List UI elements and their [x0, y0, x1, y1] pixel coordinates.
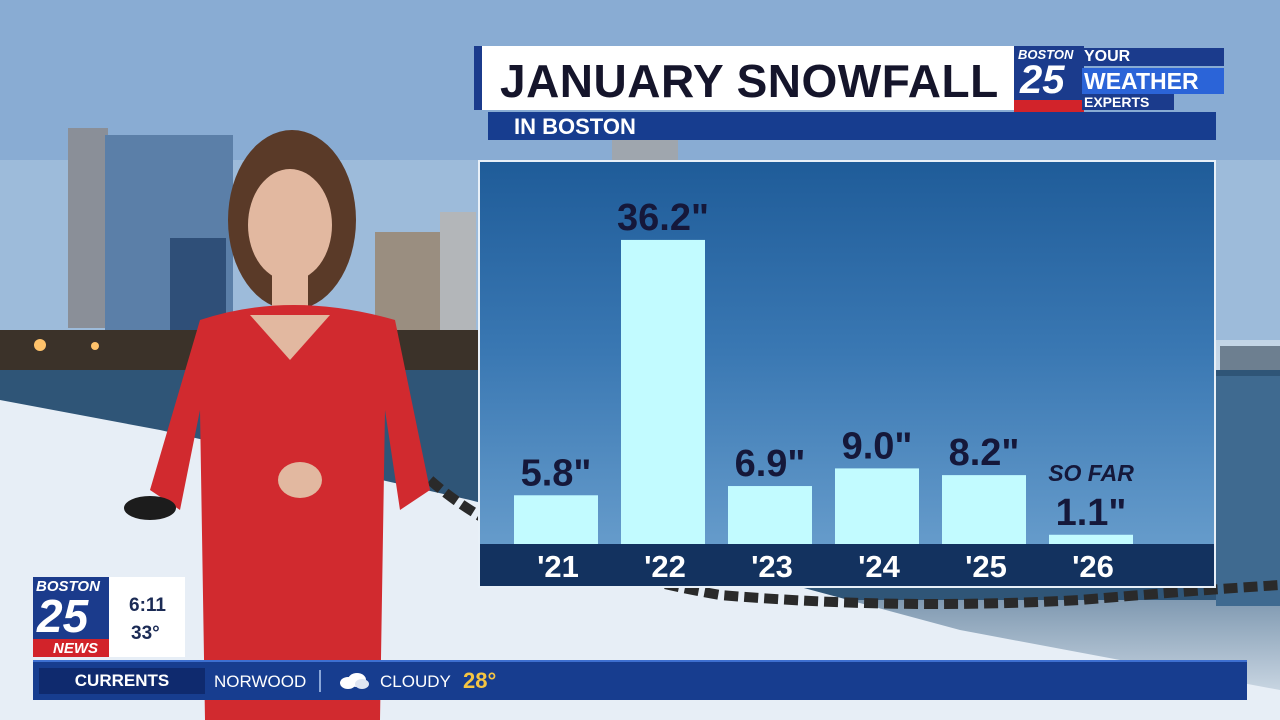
bar — [1049, 534, 1133, 544]
ticker-location: NORWOOD — [214, 672, 307, 691]
bug-station-top: BOSTON — [36, 578, 100, 595]
station-bug: BOSTON 25 NEWS 6:11 33° — [33, 577, 185, 657]
title-banner: JANUARY SNOWFALL — [474, 46, 1016, 110]
logo-station-number: 25 — [1020, 58, 1065, 102]
weather-ticker: CURRENTS NORWOOD CLOUDY 28° — [33, 660, 1247, 700]
bar — [514, 495, 598, 544]
data-label: 8.2" — [949, 432, 1020, 474]
logo-tagline-experts: EXPERTS — [1084, 94, 1150, 110]
ticker-temperature: 28° — [463, 668, 497, 693]
building — [440, 212, 476, 342]
subtitle-banner: IN BOSTON — [488, 112, 1216, 140]
ticker-divider — [319, 670, 321, 692]
ticker-label: CURRENTS — [39, 668, 205, 694]
building — [68, 128, 108, 328]
x-tick-label: '23 — [751, 549, 793, 584]
x-tick-label: '22 — [644, 549, 686, 584]
x-tick-label: '21 — [537, 549, 579, 584]
snowfall-bar-chart: 5.8" '21 36.2" '22 6.9" '23 9.0" '24 8.2" '25 1.1"… — [480, 197, 1214, 586]
bug-temperature: 33° — [131, 623, 160, 644]
bar — [728, 486, 812, 544]
x-tick-label: '26 — [1072, 549, 1114, 584]
logo-tagline-your: YOUR — [1084, 48, 1131, 65]
bug-logo-shape — [33, 639, 109, 657]
bug-time: 6:11 — [129, 595, 166, 616]
building — [612, 138, 678, 162]
x-axis-band — [480, 544, 1214, 586]
station-logo: BOSTON 25 YOUR WEATHER EXPERTS — [1014, 46, 1226, 112]
bar — [621, 239, 705, 545]
presenter — [124, 130, 430, 720]
x-tick-label: '25 — [965, 549, 1007, 584]
page-title: JANUARY SNOWFALL — [500, 55, 999, 107]
data-label: 9.0" — [842, 425, 913, 467]
page-subtitle: IN BOSTON — [514, 114, 636, 139]
annotation: SO FAR — [1048, 460, 1134, 486]
x-tick-label: '24 — [858, 549, 901, 584]
logo-station-top: BOSTON — [1018, 47, 1074, 62]
bar — [835, 468, 919, 544]
bug-station-bottom: NEWS — [53, 640, 98, 657]
logo-tagline-weather: WEATHER — [1084, 68, 1199, 94]
data-label: 5.8" — [521, 452, 592, 494]
bug-station-number: 25 — [37, 590, 89, 642]
data-label: 1.1" — [1056, 492, 1127, 534]
bar — [942, 475, 1026, 544]
ticker-condition: CLOUDY — [380, 672, 451, 691]
data-label: 6.9" — [735, 443, 806, 485]
station-logo-shape — [1014, 46, 1224, 112]
data-label: 36.2" — [617, 197, 709, 239]
cloudy-icon — [340, 673, 369, 689]
bug-logo: BOSTON 25 NEWS — [33, 577, 109, 657]
